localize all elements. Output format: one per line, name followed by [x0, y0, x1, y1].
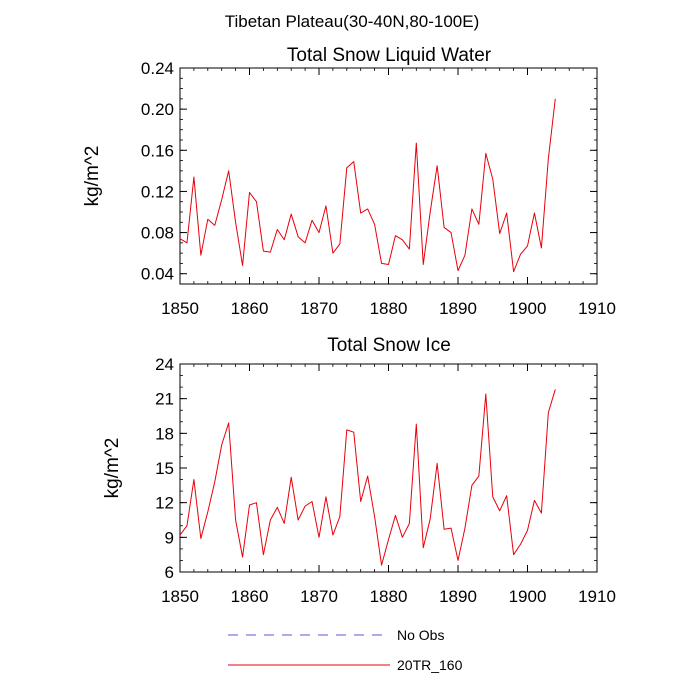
y-tick-label: 24: [155, 355, 174, 374]
y-tick-label: 15: [155, 459, 174, 478]
legend-label-20tr-160: 20TR_160: [397, 657, 463, 673]
x-tick-label: 1910: [578, 587, 616, 606]
plot-frame-snow-liquid-water: [179, 67, 598, 285]
x-tick-label: 1850: [161, 587, 199, 606]
y-tick-label: 9: [165, 528, 174, 547]
x-tick-label: 1890: [439, 587, 477, 606]
panel-snow-ice: Total Snow Ice kg/m^2 1850 1860 1870 1880 18…: [102, 335, 616, 606]
x-tick-label: 1880: [370, 299, 408, 318]
y-tick-label: 0.20: [141, 100, 174, 119]
series-line-snow-liquid-water: [179, 98, 556, 273]
y-tick-label: 6: [165, 563, 174, 582]
x-tick-label: 1900: [509, 299, 547, 318]
panel-title-snow-liquid-water: Total Snow Liquid Water: [287, 45, 492, 66]
x-tick-label: 1870: [300, 299, 338, 318]
y-tick-label: 0.24: [141, 59, 174, 78]
y-tick-label: 21: [155, 390, 174, 409]
legend: No Obs 20TR_160: [228, 627, 463, 673]
x-tick-label: 1860: [231, 587, 269, 606]
panel-snow-liquid-water: Total Snow Liquid Water kg/m^2 1850 1860 1…: [82, 45, 616, 318]
y-tick-label: 0.12: [141, 182, 174, 201]
x-tick-label: 1870: [300, 587, 338, 606]
y-tick-label: 0.04: [141, 265, 174, 284]
x-tick-label: 1900: [509, 587, 547, 606]
y-tick-label: 18: [155, 424, 174, 443]
y-axis-label-snow-liquid-water: kg/m^2: [82, 146, 103, 207]
x-tick-label: 1850: [161, 299, 199, 318]
figure-suptitle: Tibetan Plateau(30-40N,80-100E): [225, 12, 480, 31]
legend-label-no-obs: No Obs: [397, 627, 444, 643]
panel-title-snow-ice: Total Snow Ice: [327, 335, 451, 356]
y-axis-label-snow-ice: kg/m^2: [102, 438, 123, 499]
x-tick-label: 1910: [578, 299, 616, 318]
y-tick-label: 0.08: [141, 224, 174, 243]
x-tick-label: 1860: [231, 299, 269, 318]
series-line-snow-ice: [179, 389, 556, 566]
x-tick-label: 1880: [370, 587, 408, 606]
y-tick-label: 0.16: [141, 141, 174, 160]
y-tick-label: 12: [155, 494, 174, 513]
x-tick-label: 1890: [439, 299, 477, 318]
